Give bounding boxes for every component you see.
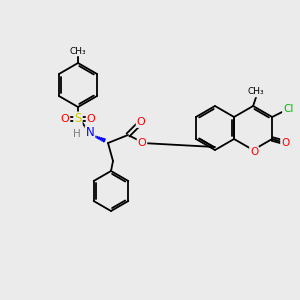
Text: CH₃: CH₃ <box>70 46 86 56</box>
Text: Cl: Cl <box>283 104 293 114</box>
Text: O: O <box>136 117 146 127</box>
Text: O: O <box>250 147 258 157</box>
Text: O: O <box>87 114 95 124</box>
Text: O: O <box>138 138 146 148</box>
Text: CH₃: CH₃ <box>248 88 264 97</box>
Text: H: H <box>73 129 81 139</box>
Text: N: N <box>85 127 94 140</box>
Text: O: O <box>61 114 69 124</box>
Text: O: O <box>281 138 289 148</box>
Text: S: S <box>74 112 82 125</box>
